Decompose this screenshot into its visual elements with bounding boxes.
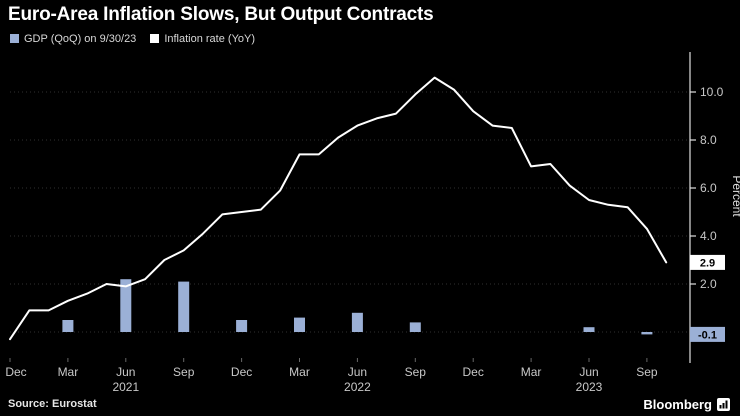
gdp-bar	[120, 279, 132, 332]
chart-title: Euro-Area Inflation Slows, But Output Co…	[8, 4, 434, 25]
gdp-bar	[409, 322, 421, 332]
end-label-box	[690, 326, 725, 342]
gdp-bar	[583, 327, 595, 332]
y-tick-label: 8.0	[700, 133, 717, 147]
x-tick-label: Sep	[173, 365, 195, 379]
gdp-bar	[178, 281, 190, 332]
bloomberg-wordmark: Bloomberg	[643, 396, 712, 412]
x-year-label: 2022	[344, 380, 371, 394]
bloomberg-brand: Bloomberg	[643, 397, 730, 412]
inflation-line-path	[9, 76, 668, 341]
y-axis: 2.0 4.0 6.0 8.0 10.0 Percent	[689, 52, 740, 363]
gridlines	[10, 91, 688, 333]
x-tick-label: Jun	[116, 365, 135, 379]
x-tick-label: Mar	[289, 365, 310, 379]
x-tick-label: Dec	[231, 365, 252, 379]
gdp-bar	[236, 320, 248, 332]
x-tick-label: Jun	[348, 365, 367, 379]
legend-item-gdp: GDP (QoQ) on 9/30/23	[10, 33, 136, 45]
x-tick-label: Sep	[636, 365, 658, 379]
x-tick-label: Jun	[579, 365, 598, 379]
y-tick-label: 10.0	[700, 85, 724, 99]
x-tick-label: Mar	[58, 365, 79, 379]
gdp-bar	[351, 312, 363, 332]
x-tick-label: Mar	[521, 365, 542, 379]
gdp-bar	[62, 320, 74, 332]
y-tick-label: 4.0	[700, 229, 717, 243]
gdp-bar	[294, 317, 305, 332]
y-axis-title: Percent	[730, 175, 740, 217]
end-value-labels: 2.9 -0.1	[690, 254, 725, 342]
x-year-label: 2023	[576, 380, 603, 394]
x-axis: Dec Mar Jun Sep Dec Mar Jun Sep Dec Mar Jun Sep 2021…	[5, 358, 658, 394]
y-tick-label: 6.0	[700, 181, 717, 195]
inflation-swatch-icon	[150, 34, 160, 43]
bloomberg-terminal-icon	[717, 397, 730, 411]
legend-label-inflation: Inflation rate (YoY)	[164, 32, 256, 45]
y-tick-label: 2.0	[700, 277, 717, 291]
chart-footer: Source: Eurostat Bloomberg	[0, 394, 740, 416]
chart-svg: 2.0 4.0 6.0 8.0 10.0 Percent Dec Mar Jun Sep Dec Ma…	[5, 52, 740, 394]
x-year-label: 2021	[112, 380, 139, 394]
legend-label-gdp: GDP (QoQ) on 9/30/23	[24, 32, 137, 45]
x-tick-label: Dec	[463, 365, 484, 379]
x-tick-label: Sep	[405, 365, 427, 379]
gdp-bars	[62, 279, 653, 335]
end-label-box	[690, 254, 725, 270]
inflation-line	[9, 76, 668, 341]
x-tick-label: Dec	[5, 365, 26, 379]
gdp-bar	[641, 332, 653, 335]
legend-item-inflation: Inflation rate (YoY)	[150, 33, 255, 45]
source-label: Source: Eurostat	[8, 398, 97, 410]
chart-legend: GDP (QoQ) on 9/30/23 Inflation rate (YoY…	[0, 27, 740, 46]
gdp-swatch-icon	[10, 34, 19, 43]
end-label-text: -0.1	[698, 329, 717, 341]
end-label-text: 2.9	[700, 257, 715, 269]
